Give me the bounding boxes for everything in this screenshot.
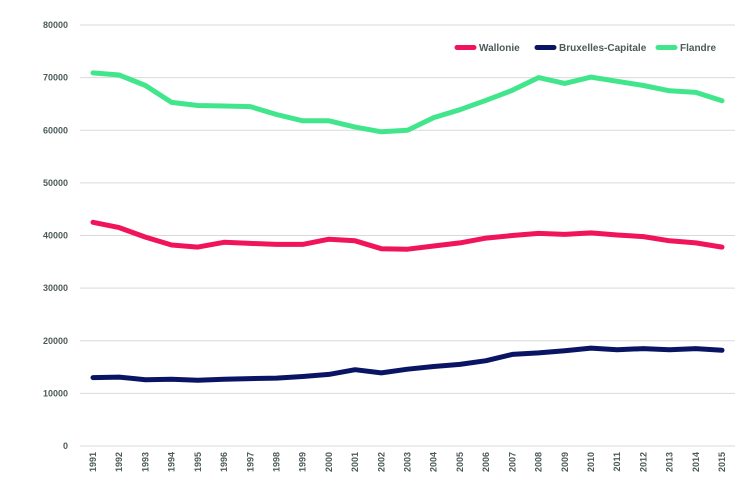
y-tick-label: 10000	[43, 388, 68, 398]
x-tick-label: 2015	[717, 452, 727, 472]
series-line-bruxelles-capitale	[90, 345, 725, 383]
series-lines	[90, 70, 725, 383]
x-tick-label: 2007	[507, 452, 517, 472]
x-tick-label: 1997	[245, 452, 255, 472]
y-tick-label: 60000	[43, 125, 68, 135]
x-tick-label: 2004	[429, 452, 439, 472]
x-tick-label: 1999	[298, 452, 308, 472]
legend-label: Wallonie	[479, 43, 520, 54]
x-tick-label: 1993	[140, 452, 150, 472]
x-tick-label: 2002	[376, 452, 386, 472]
x-tick-label: 2010	[586, 452, 596, 472]
x-tick-label: 2000	[324, 452, 334, 472]
x-tick-label: 1994	[167, 452, 177, 472]
legend-label: Bruxelles-Capitale	[559, 43, 647, 54]
x-tick-label: 1992	[114, 452, 124, 472]
series-line-wallonie	[90, 219, 725, 252]
y-tick-label: 20000	[43, 336, 68, 346]
x-tick-label: 2008	[534, 452, 544, 472]
x-tick-label: 2012	[638, 452, 648, 472]
x-axis-tick-labels: 1991 1992 1993 1994 1995 1996 1997 1998 1999 2000…	[88, 452, 727, 472]
x-tick-label: 1995	[193, 452, 203, 472]
series-line-flandre	[90, 70, 725, 135]
legend: Wallonie Bruxelles-Capitale Flandre	[454, 43, 717, 54]
x-tick-label: 2006	[481, 452, 491, 472]
x-tick-label: 2009	[560, 452, 570, 472]
x-tick-label: 2013	[665, 452, 675, 472]
x-tick-label: 1991	[88, 452, 98, 472]
y-tick-label: 70000	[43, 73, 68, 83]
y-axis-tick-labels: 0 10000 20000 30000 40000 50000 60000 70000 8000…	[43, 20, 68, 451]
legend-item: Bruxelles-Capitale	[534, 43, 647, 54]
legend-item: Wallonie	[454, 43, 520, 54]
y-tick-label: 0	[63, 441, 68, 451]
grid-lines	[80, 24, 735, 447]
y-tick-label: 50000	[43, 178, 68, 188]
x-tick-label: 2001	[350, 452, 360, 472]
x-tick-label: 2003	[403, 452, 413, 472]
x-tick-label: 1998	[271, 452, 281, 472]
legend-item: Flandre	[655, 43, 717, 54]
x-tick-label: 2005	[455, 452, 465, 472]
x-tick-label: 1996	[219, 452, 229, 472]
legend-label: Flandre	[680, 43, 717, 54]
y-tick-label: 80000	[43, 20, 68, 30]
x-tick-label: 2014	[691, 452, 701, 472]
y-tick-label: 40000	[43, 231, 68, 241]
y-tick-label: 30000	[43, 283, 68, 293]
x-tick-label: 2011	[612, 452, 622, 472]
